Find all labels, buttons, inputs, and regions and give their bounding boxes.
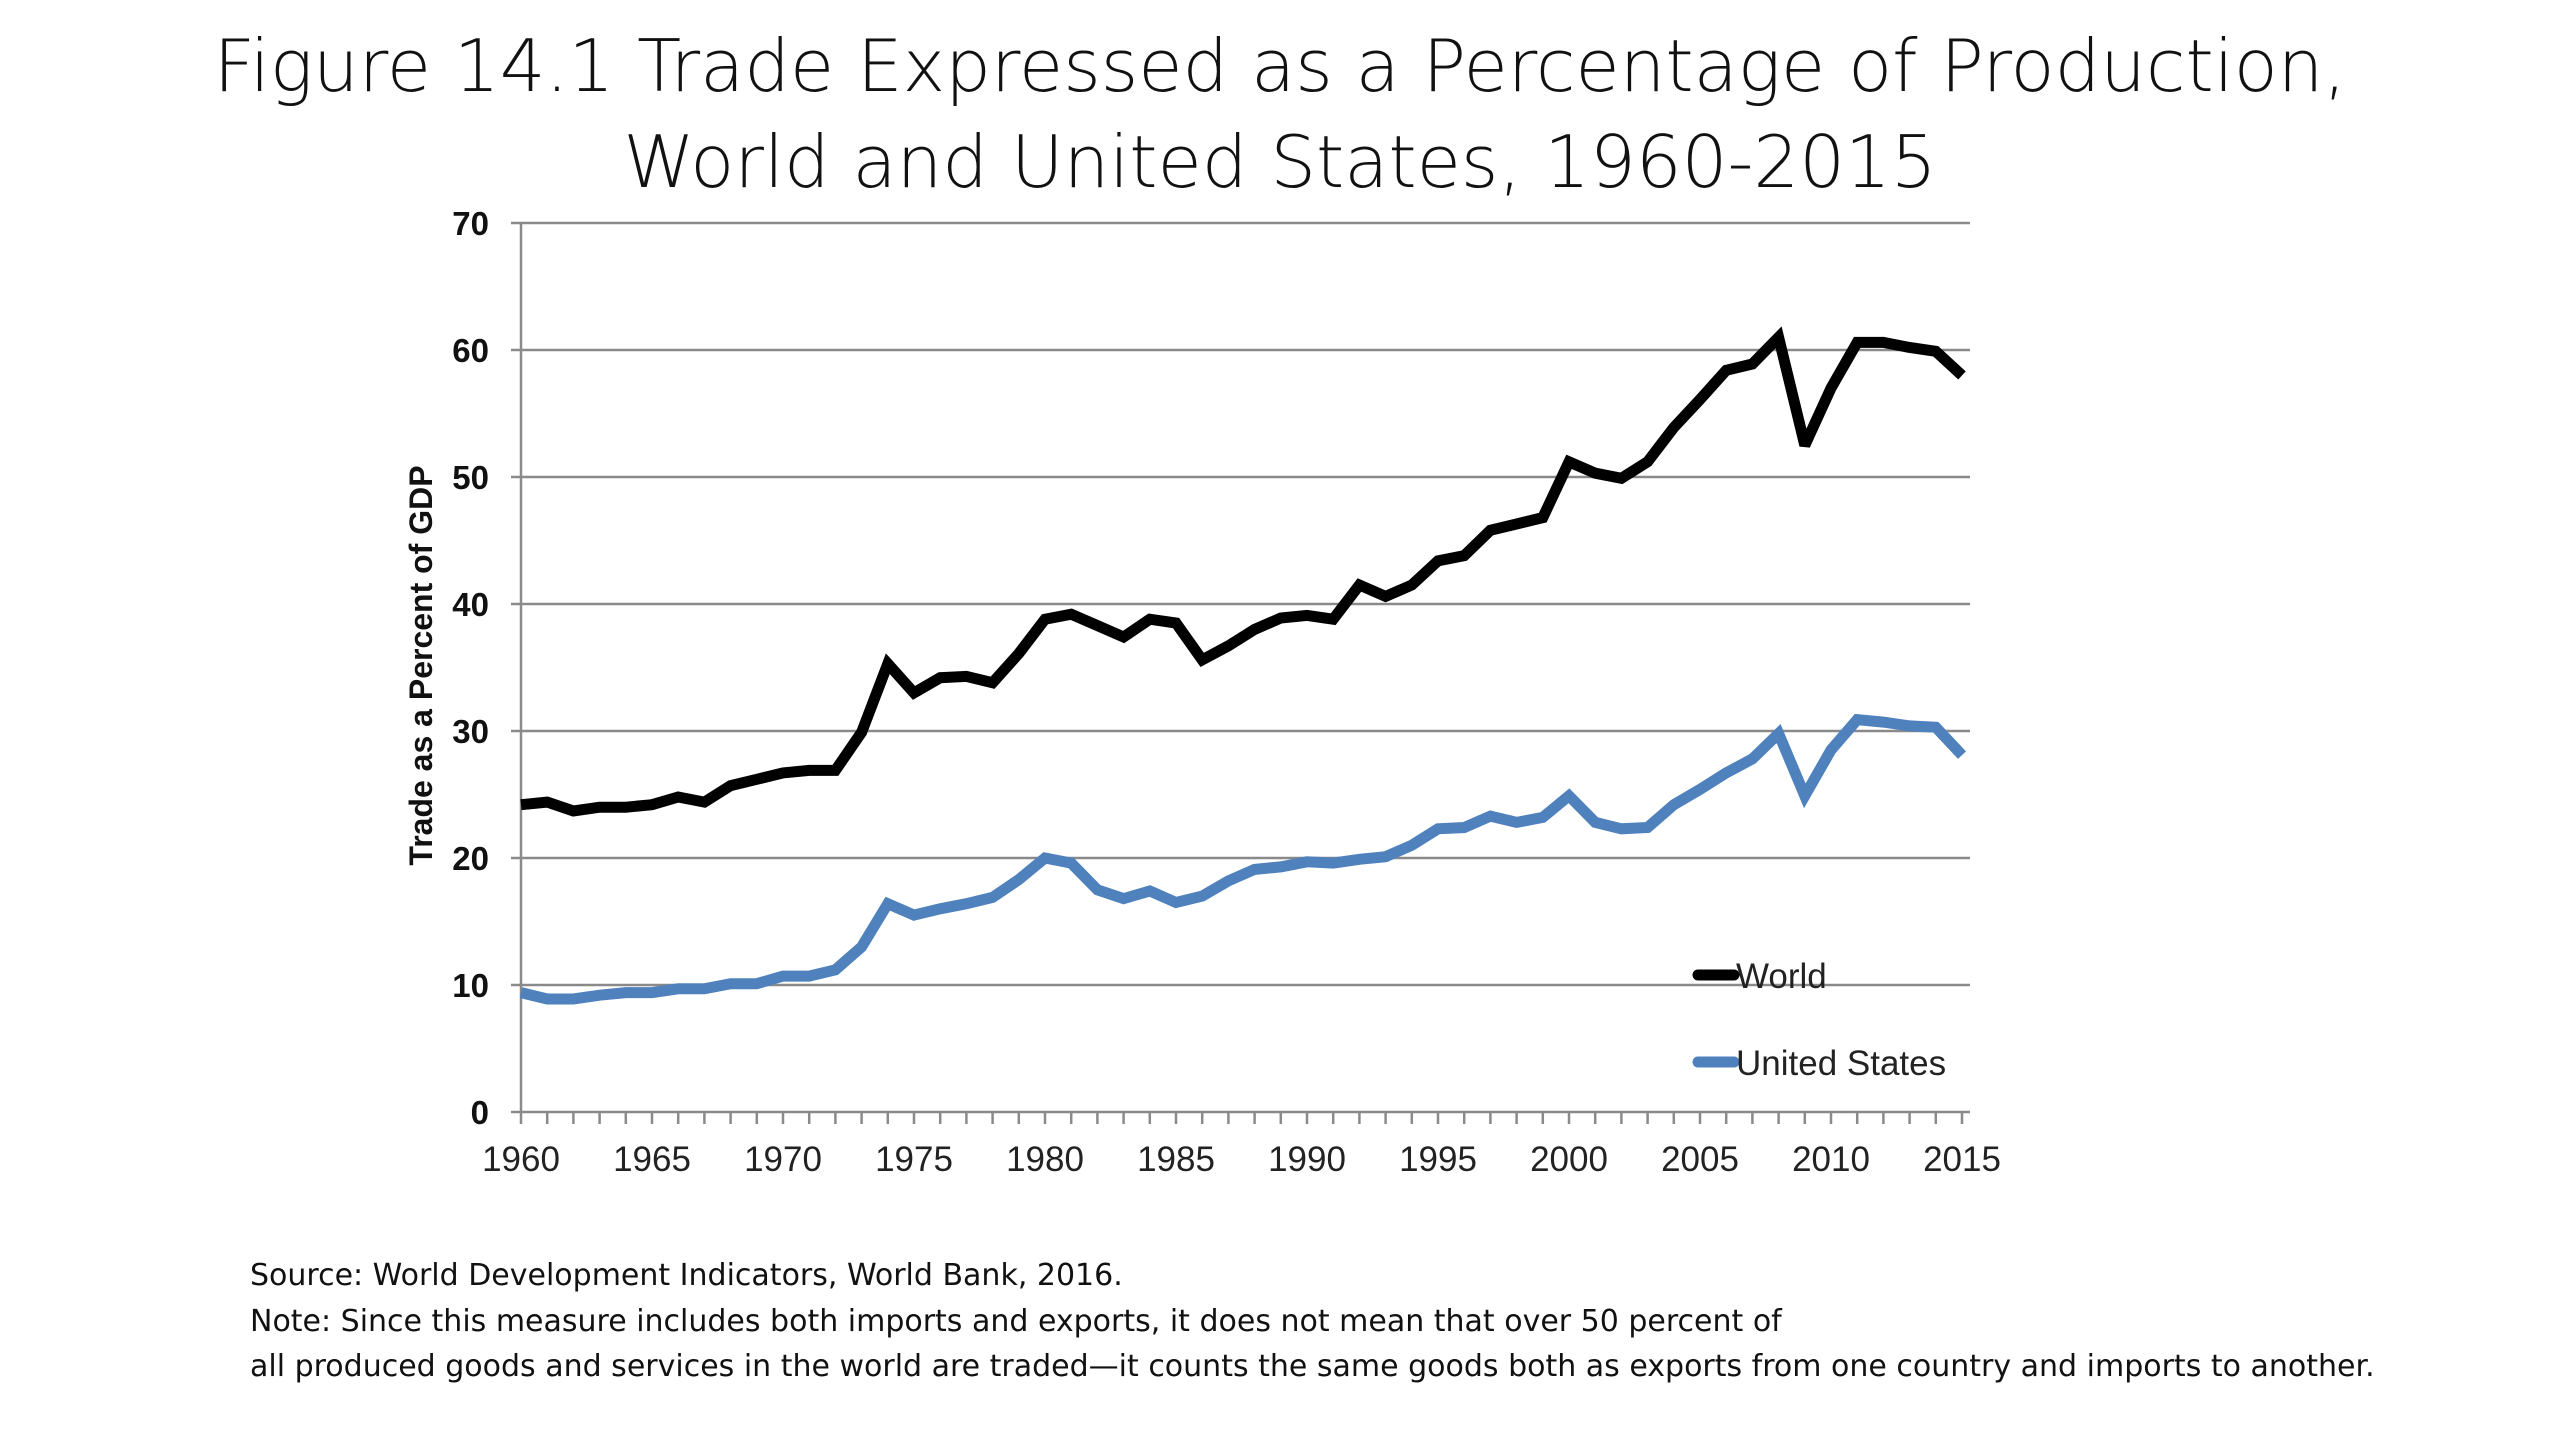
y-axis-ticks: 0 10 20 30 40 50 60 70 [452, 205, 489, 1131]
y-tick-label: 10 [452, 967, 489, 1004]
legend: World United States [1692, 957, 1946, 1083]
gridlines [511, 221, 1970, 1114]
y-tick-label: 20 [452, 840, 489, 877]
x-tick-label: 1970 [744, 1140, 822, 1179]
series-line-united-states [519, 713, 1967, 1005]
explanatory-note-line-2: all produced goods and services in the w… [250, 1349, 2375, 1384]
x-tick-label: 1960 [482, 1140, 560, 1179]
x-tick-label: 2005 [1661, 1140, 1739, 1179]
y-tick-label: 70 [452, 205, 489, 242]
series-line-world [520, 326, 1966, 817]
y-tick-label: 40 [452, 586, 489, 623]
y-tick-label: 60 [452, 332, 489, 369]
x-tick-label: 2015 [1923, 1140, 2001, 1179]
x-tick-label: 1985 [1137, 1140, 1215, 1179]
x-tick-label: 1980 [1006, 1140, 1084, 1179]
x-tick-label: 2000 [1530, 1140, 1608, 1179]
y-tick-label: 0 [471, 1094, 489, 1131]
series-lines [519, 326, 1967, 1005]
explanatory-note-line-1: Note: Since this measure includes both i… [250, 1303, 1782, 1339]
x-tick-label: 1965 [613, 1140, 691, 1179]
x-axis-ticks: 1960 1965 1970 1975 1980 1985 1990 1995 2000 2005… [482, 1112, 2001, 1179]
x-tick-label: 1975 [875, 1140, 953, 1179]
y-tick-label: 50 [452, 459, 489, 496]
legend-label-united-states: United States [1736, 1044, 1946, 1083]
chart-notes: Source: World Development Indicators, Wo… [250, 1253, 2375, 1390]
x-tick-label: 1995 [1399, 1140, 1477, 1179]
x-tick-label: 2010 [1792, 1140, 1870, 1179]
source-note: Source: World Development Indicators, Wo… [250, 1258, 1123, 1293]
chart-title: Figure 14.1 Trade Expressed as a Percent… [0, 18, 2560, 210]
y-axis-label: Trade as a Percent of GDP [403, 465, 439, 865]
chart-title-line-1: Figure 14.1 Trade Expressed as a Percent… [213, 24, 2347, 108]
x-tick-label: 1990 [1268, 1140, 1346, 1179]
legend-label-world: World [1736, 957, 1827, 996]
chart-title-line-2: World and United States, 1960-2015 [623, 120, 1937, 204]
y-tick-label: 30 [452, 713, 489, 750]
